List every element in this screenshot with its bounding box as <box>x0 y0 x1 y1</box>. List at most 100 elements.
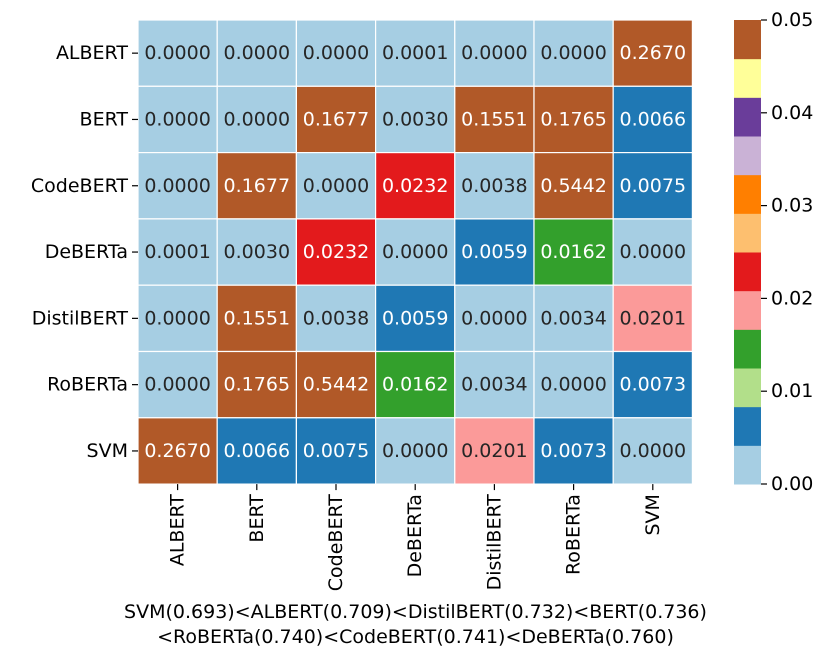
heatmap-cell <box>295 152 377 220</box>
heatmap-cell-labels: 0.0000 0.0000 0.0000 0.0001 0.0000 0.0000 0.26… <box>144 42 686 462</box>
heatmap-cell-label: 0.0073 <box>540 440 606 462</box>
colorbar-tick-label: 0.03 <box>771 195 813 217</box>
column-tick-label: DistilBERT <box>483 494 505 591</box>
heatmap-cell-label: 0.0000 <box>620 241 686 263</box>
colorbar-tick-label: 0.02 <box>771 287 813 309</box>
heatmap-cell-label: 0.0073 <box>620 374 686 396</box>
row-tick-label: DistilBERT <box>32 307 129 329</box>
heatmap-cell-label: 0.0000 <box>144 42 210 64</box>
row-tick-label: CodeBERT <box>31 175 129 197</box>
heatmap-cell <box>454 152 535 220</box>
heatmap-cell-label: 0.0030 <box>382 108 448 130</box>
heatmap-cell-label: 0.0000 <box>144 175 210 197</box>
heatmap-cell-label: 0.0001 <box>144 241 210 263</box>
heatmap-cell-label: 0.0201 <box>461 440 527 462</box>
heatmap-cell <box>612 152 694 220</box>
colorbar-segment <box>734 97 761 137</box>
row-tick-label: RoBERTa <box>47 374 128 396</box>
heatmap-cell-label: 0.0000 <box>382 440 448 462</box>
heatmap-cell-label: 0.0000 <box>620 440 686 462</box>
ranking-caption-line-1: SVM(0.693)<ALBERT(0.709)<DistilBERT(0.73… <box>124 601 707 623</box>
heatmap-cell <box>375 152 456 220</box>
heatmap-cell-label: 0.0001 <box>382 42 448 64</box>
heatmap-cell-label: 0.0000 <box>224 108 290 130</box>
heatmap-cell <box>454 350 535 419</box>
colorbar-segment <box>734 368 761 408</box>
colorbar-segment <box>734 136 761 176</box>
heatmap-cell <box>612 85 694 154</box>
heatmap-cell-label: 0.0034 <box>461 374 527 396</box>
heatmap-cell-label: 0.5442 <box>540 175 606 197</box>
heatmap-cell <box>137 218 218 286</box>
heatmap-cell-label: 0.0000 <box>382 241 448 263</box>
heatmap-cell-label: 0.0000 <box>224 42 290 64</box>
column-tick-labels: ALBERT BERT CodeBERT DeBERTa DistilBERT RoBER… <box>167 484 664 591</box>
ranking-caption-line-2: <RoBERTa(0.740)<CodeBERT(0.741)<DeBERTa(… <box>157 626 674 648</box>
heatmap-cell <box>375 350 456 419</box>
column-tick-label: DeBERTa <box>404 494 426 577</box>
heatmap-cell <box>137 417 218 485</box>
heatmap-cell-label: 0.0000 <box>540 42 606 64</box>
colorbar-segment <box>734 406 761 446</box>
heatmap-cell <box>612 218 694 286</box>
heatmap-cell-label: 0.0000 <box>461 307 527 329</box>
heatmap-cell <box>216 19 297 87</box>
column-tick-label: SVM <box>642 494 664 535</box>
heatmap-cell <box>295 417 377 485</box>
colorbar-segment <box>734 252 761 292</box>
heatmap-cell <box>533 417 614 485</box>
heatmap-cell-label: 0.0000 <box>303 42 369 64</box>
colorbar-segment <box>734 290 761 330</box>
row-tick-labels: ALBERT BERT CodeBERT DeBERTa DistilBERT RoBER… <box>31 42 138 462</box>
heatmap-cell-label: 0.0000 <box>144 374 210 396</box>
heatmap-cell-label: 0.0030 <box>224 241 290 263</box>
heatmap-cell-label: 0.0075 <box>620 175 686 197</box>
heatmap-cell <box>533 152 614 220</box>
heatmap-cell-label: 0.0000 <box>540 374 606 396</box>
row-tick-label: ALBERT <box>56 42 128 64</box>
column-tick-label: RoBERTa <box>563 494 585 575</box>
heatmap-cell-label: 0.0066 <box>224 440 290 462</box>
heatmap-cell-label: 0.0000 <box>461 42 527 64</box>
heatmap-cell-label: 0.0162 <box>540 241 606 263</box>
heatmap-cell-label: 0.0059 <box>382 307 448 329</box>
heatmap-cell-label: 0.0232 <box>303 241 369 263</box>
heatmap-cell <box>375 417 456 485</box>
colorbar-segment <box>734 20 761 60</box>
heatmap-cell-label: 0.0075 <box>303 440 369 462</box>
heatmap-cell <box>375 218 456 286</box>
heatmap-cell-label: 0.5442 <box>303 374 369 396</box>
heatmap-cell-label: 0.1677 <box>303 108 369 130</box>
heatmap-cell-label: 0.2670 <box>144 440 210 462</box>
heatmap-cells <box>137 19 694 485</box>
heatmap-cell <box>137 284 218 353</box>
heatmap-cell <box>295 85 377 154</box>
heatmap-cell <box>612 417 694 485</box>
heatmap-cell <box>216 152 297 220</box>
colorbar: 0.00 0.01 0.02 0.03 0.04 0.05 <box>734 9 813 495</box>
heatmap-cell-label: 0.0066 <box>620 108 686 130</box>
heatmap-cell <box>295 284 377 353</box>
heatmap-cell-label: 0.0000 <box>144 108 210 130</box>
colorbar-tick-label: 0.05 <box>771 9 813 31</box>
heatmap-cell-label: 0.1677 <box>224 175 290 197</box>
colorbar-tick-label: 0.01 <box>771 380 813 402</box>
heatmap-cell <box>137 350 218 419</box>
column-tick-label: CodeBERT <box>325 494 347 591</box>
heatmap-cell <box>454 85 535 154</box>
heatmap-cell-label: 0.2670 <box>620 42 686 64</box>
heatmap-cell-label: 0.1551 <box>461 108 527 130</box>
colorbar-segment <box>734 58 761 98</box>
colorbar-tick-label: 0.04 <box>771 102 813 124</box>
colorbar-segment <box>734 329 761 369</box>
heatmap-cell-label: 0.0201 <box>620 307 686 329</box>
heatmap-cell-label: 0.1765 <box>540 108 606 130</box>
heatmap-chart: 0.0000 0.0000 0.0000 0.0001 0.0000 0.0000 0.26… <box>31 9 813 591</box>
heatmap-cell-label: 0.1551 <box>224 307 290 329</box>
heatmap-cell <box>454 417 535 485</box>
row-tick-label: DeBERTa <box>45 241 128 263</box>
heatmap-cell-label: 0.0000 <box>144 307 210 329</box>
colorbar-segment <box>734 445 761 485</box>
heatmap-cell-label: 0.0232 <box>382 175 448 197</box>
colorbar-segment <box>734 213 761 253</box>
